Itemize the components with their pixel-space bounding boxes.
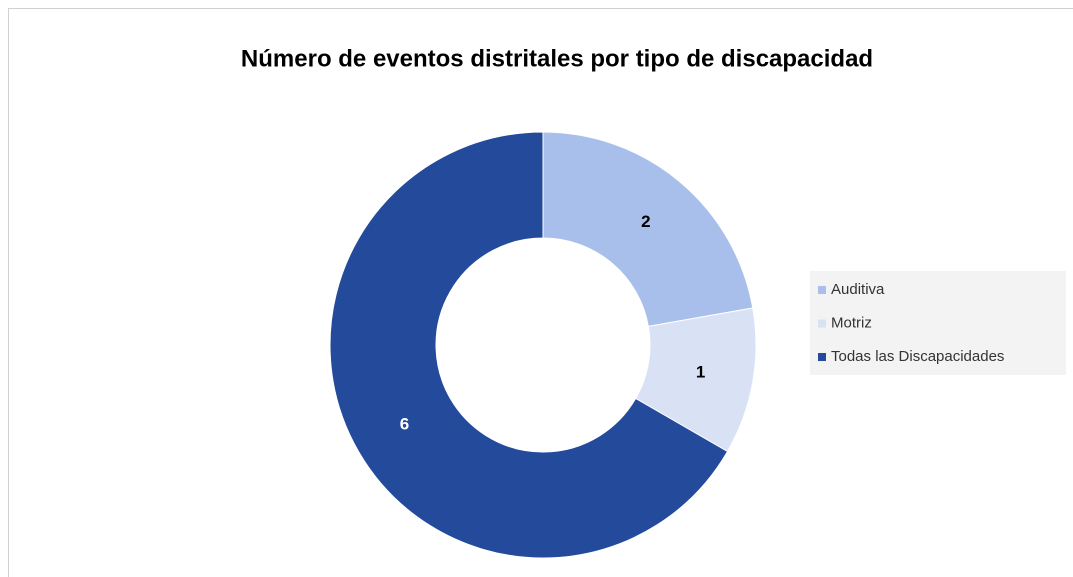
legend-marker <box>818 319 826 328</box>
donut-slice <box>542 131 754 327</box>
legend-label: Motriz <box>831 314 872 331</box>
legend-marker <box>818 286 826 294</box>
legend-label: Todas las Discapacidades <box>831 348 1004 365</box>
donut-slice <box>329 131 729 559</box>
data-label: 6 <box>400 414 409 433</box>
data-label: 2 <box>641 212 650 231</box>
legend-marker <box>818 353 826 361</box>
legend-label: Auditiva <box>831 281 885 298</box>
chart-title: Número de eventos distritales por tipo d… <box>241 45 873 72</box>
data-label: 1 <box>696 362 705 381</box>
legend-box <box>810 271 1066 375</box>
